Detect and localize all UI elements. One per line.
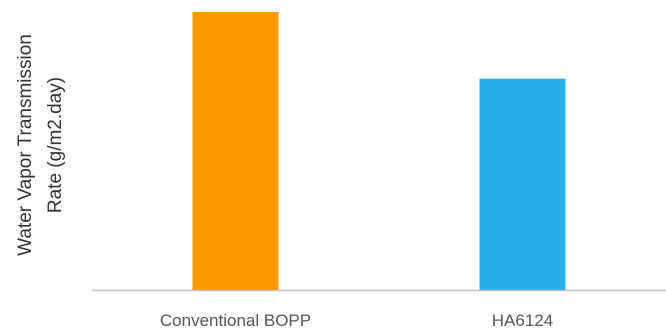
- bar-conventional-bopp: [192, 12, 279, 290]
- x-tick-label: HA6124: [492, 311, 553, 330]
- x-axis-ticks: Conventional BOPP HA6124: [160, 311, 553, 330]
- plot-area: [192, 12, 566, 290]
- x-tick-label: Conventional BOPP: [160, 311, 311, 330]
- bar-ha6124: [479, 78, 566, 290]
- y-axis-title-line-1: Water Vapor Transmission: [15, 34, 36, 256]
- y-axis-title-line-2: Rate (g/m2.day): [45, 77, 66, 213]
- y-axis-title: Water Vapor Transmission Rate (g/m2.day): [15, 34, 66, 256]
